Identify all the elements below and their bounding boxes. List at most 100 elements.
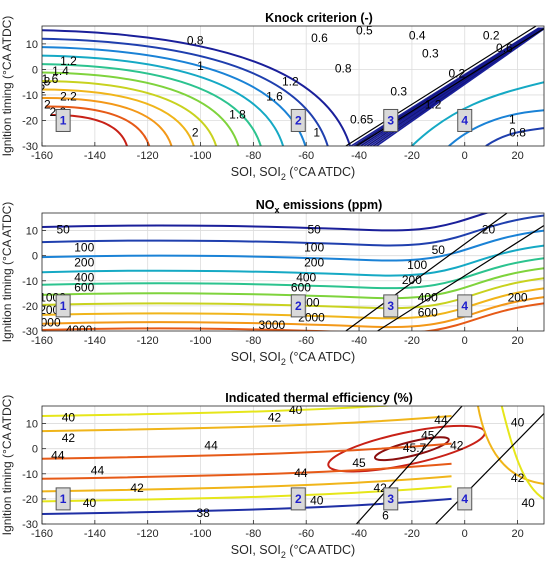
contour-line bbox=[42, 302, 544, 331]
y-axis-label: Ignition timing (°CA ATDC) bbox=[0, 395, 14, 536]
contour-label: 42 bbox=[130, 481, 144, 495]
axes-frame bbox=[41, 405, 545, 525]
contour-label: 50 bbox=[56, 223, 70, 237]
contour-line bbox=[42, 257, 544, 290]
x-tick-label: -140 bbox=[84, 335, 106, 347]
x-tick-label: 0 bbox=[462, 150, 468, 162]
contour-label: 0.5 bbox=[356, 23, 373, 37]
contour-label: 42 bbox=[268, 411, 282, 425]
contour-line bbox=[42, 229, 544, 262]
axes-frame bbox=[41, 25, 545, 147]
region-box bbox=[55, 294, 71, 318]
boundary-line bbox=[345, 26, 537, 146]
contour-line bbox=[448, 109, 544, 146]
contour-line bbox=[42, 214, 544, 247]
x-tick-label: -60 bbox=[298, 335, 314, 347]
y-tick-label: -20 bbox=[22, 115, 38, 127]
region-marker-2: 2 bbox=[290, 294, 306, 318]
x-tick-label: -60 bbox=[298, 150, 314, 162]
contour-label: 42 bbox=[511, 471, 525, 485]
contour-label: 3000 bbox=[34, 316, 61, 330]
x-tick-label: -100 bbox=[190, 528, 212, 540]
contour-label: 100 bbox=[74, 240, 94, 254]
region-marker-4: 4 bbox=[457, 108, 473, 132]
x-tick-label: -40 bbox=[351, 335, 367, 347]
contour-label: 38 bbox=[196, 506, 210, 520]
region-box bbox=[290, 487, 306, 511]
contour-label: 0.3 bbox=[390, 85, 407, 99]
contour-label: 44 bbox=[51, 448, 65, 462]
x-tick-label: -160 bbox=[31, 335, 53, 347]
contour-label: 1.2 bbox=[60, 54, 77, 68]
contour-label: 44 bbox=[204, 438, 218, 452]
contour-label: 600 bbox=[74, 280, 94, 294]
contour-label: 50 bbox=[307, 223, 321, 237]
contour-line bbox=[500, 406, 544, 500]
contour-label: 400 bbox=[296, 270, 316, 284]
contour-label: 100 bbox=[304, 240, 324, 254]
x-tick-label: -100 bbox=[190, 335, 212, 347]
region-marker-1: 1 bbox=[55, 487, 71, 511]
y-tick-label: -20 bbox=[22, 494, 38, 506]
region-label: 3 bbox=[387, 114, 394, 128]
contour-label: 0.3 bbox=[422, 46, 439, 60]
contour-line bbox=[42, 54, 285, 146]
x-tick-label: 20 bbox=[511, 528, 523, 540]
contour-label: 40 bbox=[511, 416, 525, 430]
contour-label: 1 bbox=[197, 59, 204, 73]
y-tick-label: -30 bbox=[22, 141, 38, 153]
contour-label: 100 bbox=[407, 258, 427, 272]
contour-line bbox=[42, 29, 351, 146]
contour-label: 1 bbox=[509, 113, 516, 127]
contour-label: 40 bbox=[289, 403, 303, 417]
contour-label: 0.4 bbox=[409, 28, 426, 42]
y-axis-label: Ignition timing (°CA ATDC) bbox=[0, 202, 14, 343]
contour-label: 0.2 bbox=[448, 67, 465, 81]
contour-label: 44 bbox=[434, 413, 448, 427]
contour-label: 6 bbox=[382, 509, 389, 523]
contour-label: 400 bbox=[418, 291, 438, 305]
region-box bbox=[457, 108, 473, 132]
region-box bbox=[383, 294, 399, 318]
contour-line bbox=[42, 244, 544, 277]
x-tick-label: -20 bbox=[404, 335, 420, 347]
y-tick-label: 0 bbox=[32, 251, 38, 263]
y-tick-label: 10 bbox=[26, 419, 38, 431]
chart-title: Indicated thermal efficiency (%) bbox=[225, 391, 413, 405]
chart-title: NOx emissions (ppm) bbox=[256, 198, 383, 215]
contour-label: 4000 bbox=[66, 323, 93, 337]
contour-label: 200 bbox=[402, 273, 422, 287]
contour-line bbox=[42, 63, 262, 146]
contour-line bbox=[42, 71, 240, 146]
region-box bbox=[457, 487, 473, 511]
contour-line bbox=[42, 296, 544, 329]
contour-line bbox=[42, 80, 218, 146]
y-tick-label: 10 bbox=[26, 39, 38, 51]
region-marker-4: 4 bbox=[457, 487, 473, 511]
contour-line bbox=[42, 277, 544, 310]
region-label: 1 bbox=[60, 114, 67, 128]
contour-label: 0.8 bbox=[335, 62, 352, 76]
x-tick-label: -120 bbox=[137, 528, 159, 540]
contour-label: 0.6 bbox=[496, 41, 513, 55]
contour-line bbox=[42, 97, 173, 146]
contour-line bbox=[42, 88, 195, 146]
x-tick-label: -80 bbox=[245, 335, 261, 347]
contour-label: 2 bbox=[192, 125, 199, 139]
region-marker-3: 3 bbox=[383, 487, 399, 511]
contour-line bbox=[42, 37, 329, 146]
contour-label: 42 bbox=[450, 438, 464, 452]
contour-line bbox=[485, 127, 544, 146]
contour-line bbox=[42, 415, 452, 433]
contour-line bbox=[42, 213, 490, 232]
y-tick-label: 10 bbox=[26, 226, 38, 238]
x-tick-label: -20 bbox=[404, 528, 420, 540]
boundary-line bbox=[355, 406, 463, 524]
x-tick-label: -40 bbox=[351, 150, 367, 162]
contour-label: 42 bbox=[62, 431, 76, 445]
contour-label: 2 bbox=[44, 97, 51, 111]
contour-label: 50 bbox=[432, 243, 446, 257]
